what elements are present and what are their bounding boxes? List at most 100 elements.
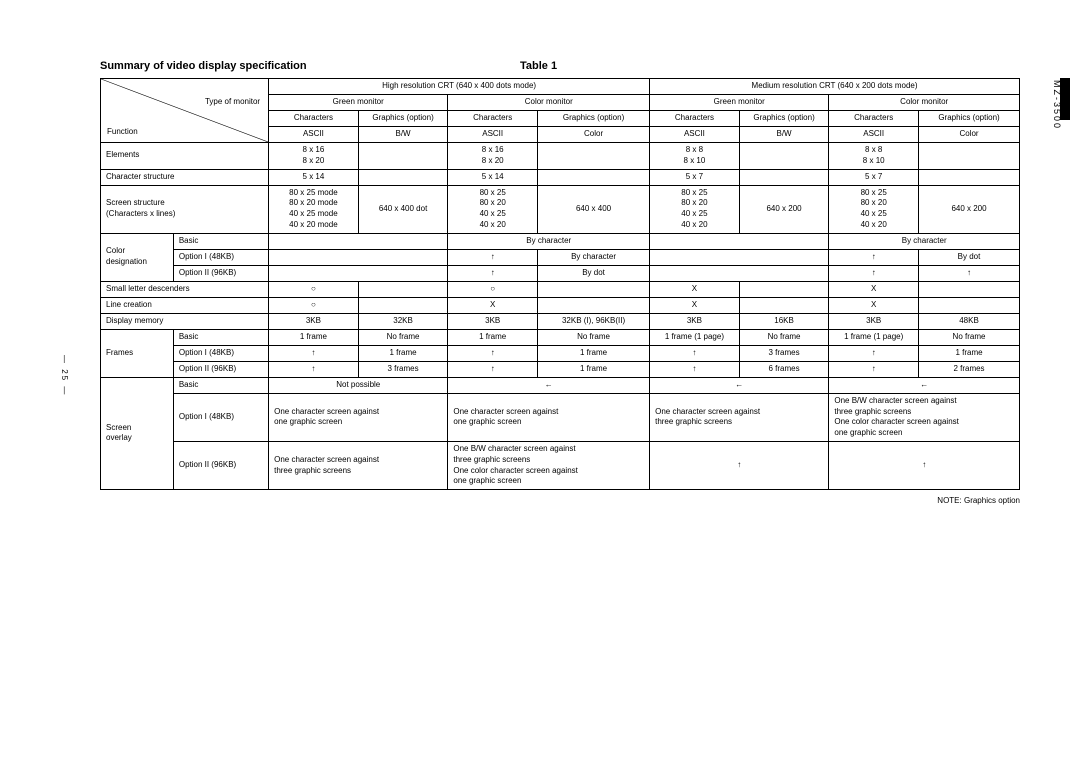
cell: ↑ (829, 265, 919, 281)
table-row: Option II (96KB) ↑ 3 frames ↑ 1 frame ↑ … (101, 361, 1020, 377)
hdr-characters: Characters (829, 111, 919, 127)
row-screen-overlay: Screenoverlay (101, 377, 174, 489)
table-row: Option I (48KB) ↑ By character ↑ By dot (101, 249, 1020, 265)
cell: ↑ (829, 345, 919, 361)
cell: ↑ (269, 345, 359, 361)
row-frames: Frames (101, 329, 174, 377)
row-display-mem: Display memory (101, 313, 269, 329)
cell (739, 297, 829, 313)
cell (538, 297, 650, 313)
cell: X (650, 281, 740, 297)
cell (739, 143, 829, 170)
cell: ↑ (829, 441, 1020, 489)
cell (919, 281, 1020, 297)
table-row: Character structure 5 x 14 5 x 14 5 x 7 … (101, 169, 1020, 185)
row-char-struct: Character structure (101, 169, 269, 185)
cell: ○ (448, 281, 538, 297)
cell: By dot (538, 265, 650, 281)
cell (358, 169, 448, 185)
cell: 80 x 2580 x 2040 x 2540 x 20 (829, 185, 919, 233)
cell: ↑ (829, 249, 919, 265)
cell: 1 frame (919, 345, 1020, 361)
cell: ↑ (448, 361, 538, 377)
table-row: Option II (96KB) ↑ By dot ↑ ↑ (101, 265, 1020, 281)
row-line-creation: Line creation (101, 297, 269, 313)
corner-type-of-monitor: Type of monitor (205, 97, 260, 108)
spec-table: Type of monitor Function High resolution… (100, 78, 1020, 490)
table-row: Colordesignation Basic By character By c… (101, 233, 1020, 249)
cell (269, 233, 448, 249)
cell: 3KB (650, 313, 740, 329)
cell: 640 x 200 (739, 185, 829, 233)
page-number: — 25 — (60, 355, 69, 396)
hdr-graphics: Graphics (option) (538, 111, 650, 127)
cell (650, 249, 829, 265)
hdr-ascii: ASCII (650, 127, 740, 143)
cell: 1 frame (1 page) (650, 329, 740, 345)
hdr-characters: Characters (650, 111, 740, 127)
cell: X (829, 297, 919, 313)
table-row: Frames Basic 1 frame No frame 1 frame No… (101, 329, 1020, 345)
cell: By character (448, 233, 650, 249)
cell: 1 frame (538, 345, 650, 361)
cell (919, 143, 1020, 170)
cell: No frame (538, 329, 650, 345)
cell: By dot (919, 249, 1020, 265)
row-opt2: Option II (96KB) (173, 361, 268, 377)
hdr-ascii: ASCII (269, 127, 359, 143)
side-block (1060, 78, 1070, 120)
cell: 32KB (358, 313, 448, 329)
row-opt1: Option I (48KB) (173, 345, 268, 361)
cell: 1 frame (538, 361, 650, 377)
page-title: Summary of video display specification (100, 60, 520, 72)
cell: ○ (269, 297, 359, 313)
cell: 8 x 88 x 10 (650, 143, 740, 170)
hdr-color-mode: Color (919, 127, 1020, 143)
row-opt1: Option I (48KB) (173, 249, 268, 265)
page: MZ-3500 — 25 — Summary of video display … (0, 0, 1080, 765)
cell (739, 281, 829, 297)
cell: No frame (739, 329, 829, 345)
cell: ← (448, 377, 650, 393)
cell: ↑ (829, 361, 919, 377)
row-basic: Basic (173, 329, 268, 345)
cell (358, 143, 448, 170)
cell: X (650, 297, 740, 313)
table-row: Display memory 3KB 32KB 3KB 32KB (I), 96… (101, 313, 1020, 329)
cell (269, 249, 448, 265)
row-opt2: Option II (96KB) (173, 441, 268, 489)
cell: ↑ (650, 345, 740, 361)
hdr-graphics: Graphics (option) (739, 111, 829, 127)
row-basic: Basic (173, 233, 268, 249)
cell: X (829, 281, 919, 297)
cell: 5 x 7 (829, 169, 919, 185)
cell: 80 x 25 mode80 x 20 mode40 x 25 mode40 x… (269, 185, 359, 233)
hdr-characters: Characters (269, 111, 359, 127)
cell: ↑ (650, 361, 740, 377)
cell (538, 281, 650, 297)
hdr-high-res: High resolution CRT (640 x 400 dots mode… (269, 79, 650, 95)
cell (538, 169, 650, 185)
cell: 5 x 14 (269, 169, 359, 185)
title-row: Summary of video display specification T… (100, 60, 1040, 72)
cell: ↑ (269, 361, 359, 377)
cell: No frame (919, 329, 1020, 345)
cell: 8 x 168 x 20 (269, 143, 359, 170)
table-row: Screen structure(Characters x lines) 80 … (101, 185, 1020, 233)
cell: No frame (358, 329, 448, 345)
cell: 32KB (I), 96KB(II) (538, 313, 650, 329)
table-row: Option I (48KB) One character screen aga… (101, 393, 1020, 441)
hdr-graphics: Graphics (option) (358, 111, 448, 127)
table-label: Table 1 (520, 60, 720, 72)
cell: ↑ (448, 249, 538, 265)
cell: 1 frame (448, 329, 538, 345)
cell: 5 x 7 (650, 169, 740, 185)
table-row: Option II (96KB) One character screen ag… (101, 441, 1020, 489)
cell (358, 281, 448, 297)
cell: 16KB (739, 313, 829, 329)
cell: ○ (269, 281, 359, 297)
cell (358, 297, 448, 313)
cell: 8 x 168 x 20 (448, 143, 538, 170)
cell: 80 x 2580 x 2040 x 2540 x 20 (448, 185, 538, 233)
row-opt1: Option I (48KB) (173, 393, 268, 441)
